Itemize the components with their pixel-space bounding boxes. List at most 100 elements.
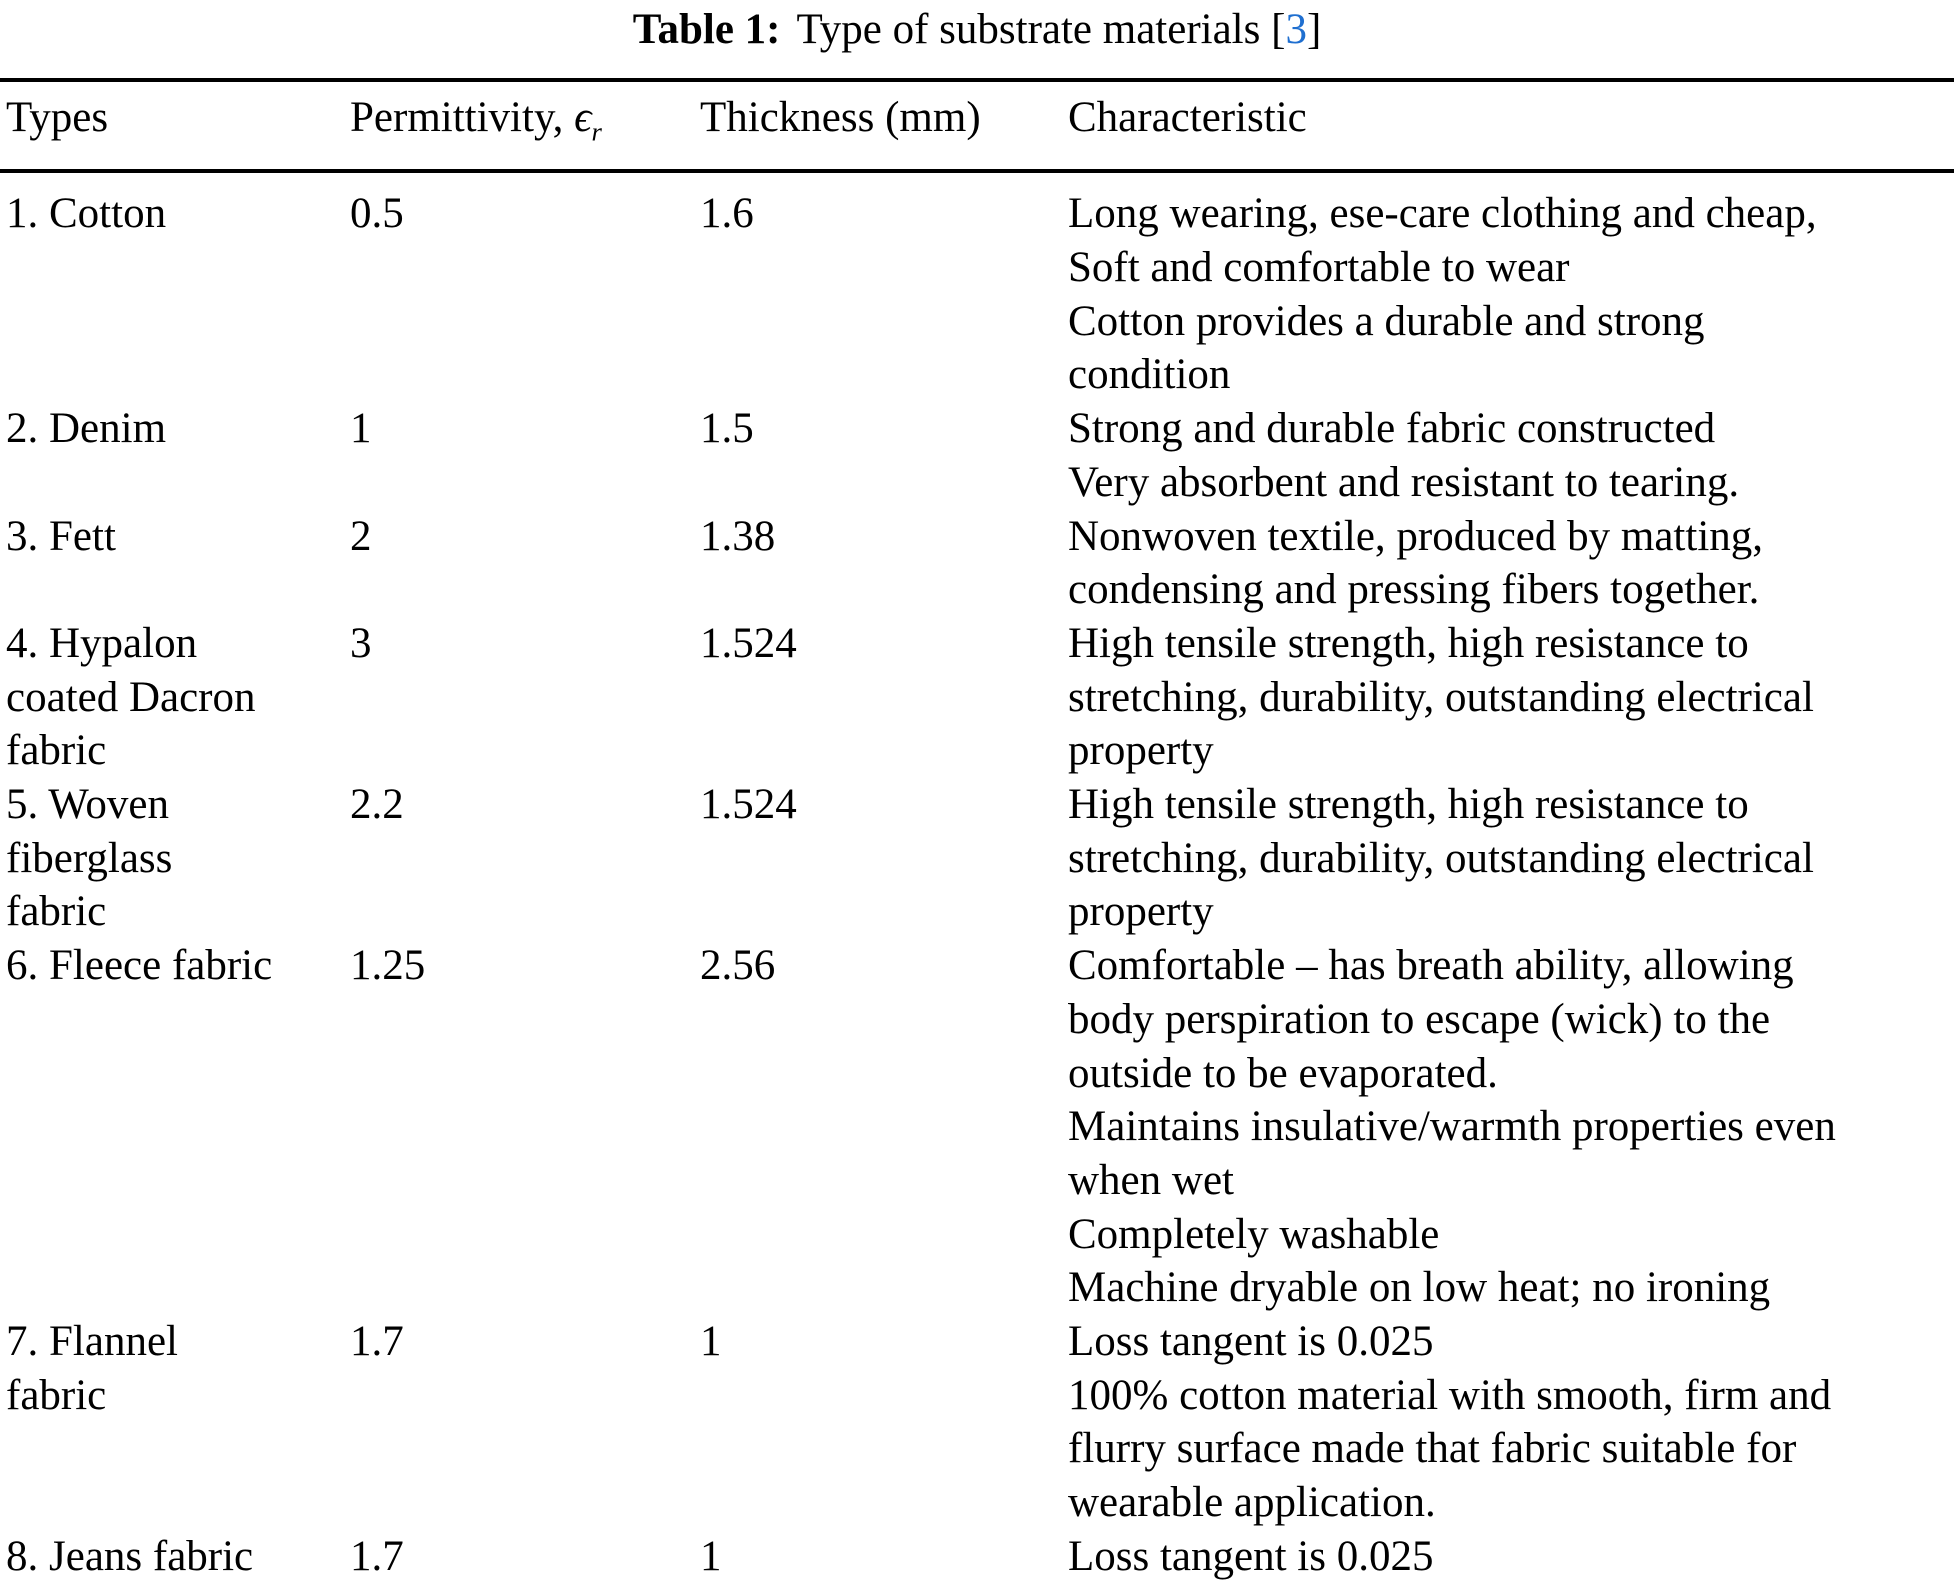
- cell-permittivity: 1.7: [350, 1315, 700, 1530]
- cell-thickness: 1: [700, 1530, 1068, 1596]
- cell-line: 1: [350, 405, 372, 453]
- cell-line: 3. Fett: [6, 512, 116, 560]
- cell-line: Soft and comfortable to wear: [1068, 244, 1570, 291]
- cell-line: 100% cotton material with smooth, firm a…: [1068, 1371, 1832, 1419]
- cell-line: 1. Cotton: [6, 190, 167, 238]
- cell-characteristic: Nonwoven textile, produced by matting, co…: [1068, 510, 1954, 617]
- cell-line: High tensile strength, high resistance t…: [1068, 619, 1749, 667]
- cell-thickness: 2.56: [700, 939, 1068, 1315]
- cell-line: condition: [1068, 351, 1231, 399]
- cell-thickness: 1.38: [700, 510, 1068, 617]
- cell-line: outside to be evaporated.: [1068, 1049, 1498, 1097]
- table-body: 1. Cotton 0.5 1.6 Long wearing, ese-care cl…: [0, 171, 1954, 1596]
- cell-thickness: 1: [700, 1315, 1068, 1530]
- cell-type: 3. Fett: [0, 510, 350, 617]
- cell-thickness: 1.524: [700, 617, 1068, 778]
- column-header-characteristic: Characteristic: [1068, 80, 1954, 174]
- cell-line: 2. Denim: [6, 405, 167, 453]
- cell-line: property: [1068, 888, 1214, 936]
- cell-type: 1. Cotton: [0, 171, 350, 402]
- cell-line: 5. Woven: [6, 781, 169, 829]
- cell-type: 2. Denim: [0, 402, 350, 509]
- cell-line: 0.5: [350, 190, 404, 238]
- cell-line: Completely washable: [1068, 1210, 1440, 1258]
- cell-line: Comfortable – has breath ability, allowi…: [1068, 942, 1794, 990]
- cell-line: 7. Flannel: [6, 1318, 178, 1366]
- cell-permittivity: 0.5: [350, 171, 700, 402]
- permittivity-header-label: Permittivity,: [350, 94, 564, 141]
- cell-line: 1.6: [700, 190, 754, 238]
- cell-line: 1.524: [700, 619, 797, 667]
- table-row: 2. Denim 1 1.5 Strong and durable fabric co…: [0, 402, 1954, 509]
- cell-characteristic: Strong and durable fabric constructed Ver…: [1068, 402, 1954, 509]
- table-row: 6. Fleece fabric 1.25 2.56 Comfortable – ha…: [0, 939, 1954, 1315]
- table-row: 3. Fett 2 1.38 Nonwoven textile, produced b…: [0, 510, 1954, 617]
- cell-line: Nonwoven textile, produced by matting,: [1068, 512, 1764, 560]
- table-caption-text: Type of substrate materials: [796, 6, 1261, 53]
- cell-thickness: 1.5: [700, 402, 1068, 509]
- cell-line: Very absorbent and resistant to tearing.: [1068, 458, 1740, 506]
- citation-bracket-close: ]: [1306, 6, 1322, 53]
- cell-line: property: [1068, 727, 1214, 775]
- cell-line: stretching, durability, outstanding elec…: [1068, 834, 1814, 882]
- table-caption: Table 1: Type of substrate materials [3]: [0, 0, 1954, 60]
- cell-characteristic: Long wearing, ese-care clothing and chea…: [1068, 171, 1954, 402]
- cell-line: Loss tangent is 0.025: [1068, 1532, 1434, 1580]
- cell-line: 1.25: [350, 942, 426, 990]
- cell-line: 6. Fleece fabric: [6, 942, 273, 990]
- table-header-row: Types Permittivity, ϵr Thickness (mm) Ch…: [0, 80, 1954, 174]
- cell-line: wearable application.: [1068, 1479, 1436, 1527]
- column-header-thickness: Thickness (mm): [700, 80, 1068, 174]
- cell-type: 6. Fleece fabric: [0, 939, 350, 1315]
- cell-line: Machine dryable on low heat; no ironing: [1068, 1264, 1771, 1312]
- table-caption-label: Table 1:: [632, 6, 781, 53]
- cell-line: 8. Jeans fabric: [6, 1532, 254, 1580]
- cell-permittivity: 1: [350, 402, 700, 509]
- citation-bracket-open: [: [1271, 6, 1286, 53]
- cell-line: 1.7: [350, 1532, 404, 1580]
- table-row: 8. Jeans fabric 1.7 1 Loss tangent is 0.025: [0, 1530, 1954, 1596]
- cell-type: 4. Hypalon coated Dacron fabric: [0, 617, 350, 778]
- cell-line: 4. Hypalon: [6, 619, 198, 667]
- cell-line: Maintains insulative/warmth properties e…: [1068, 1103, 1836, 1151]
- table-row: 7. Flannel fabric 1.7 1 Loss tangent is 0.02…: [0, 1315, 1954, 1530]
- cell-characteristic: Comfortable – has breath ability, allowi…: [1068, 939, 1954, 1315]
- cell-line: fabric: [6, 888, 107, 936]
- cell-line: Strong and durable fabric constructed: [1068, 405, 1716, 453]
- table-row: 5. Woven fiberglass fabric 2.2 1.524 High ten…: [0, 778, 1954, 939]
- cell-line: Loss tangent is 0.025: [1068, 1318, 1434, 1366]
- cell-characteristic: Loss tangent is 0.025 100% cotton materia…: [1068, 1315, 1954, 1530]
- cell-permittivity: 1.25: [350, 939, 700, 1315]
- cell-line: High tensile strength, high resistance t…: [1068, 781, 1749, 829]
- column-header-permittivity: Permittivity, ϵr: [350, 80, 700, 174]
- cell-line: fabric: [6, 727, 107, 775]
- cell-type: 5. Woven fiberglass fabric: [0, 778, 350, 939]
- cell-line: fabric: [6, 1371, 107, 1419]
- epsilon-subscript: r: [591, 116, 602, 147]
- cell-line: 1: [700, 1532, 722, 1580]
- cell-line: stretching, durability, outstanding elec…: [1068, 673, 1814, 721]
- cell-thickness: 1.524: [700, 778, 1068, 939]
- cell-permittivity: 2: [350, 510, 700, 617]
- epsilon-symbol: ϵ: [574, 94, 592, 141]
- cell-permittivity: 3: [350, 617, 700, 778]
- cell-line: flurry surface made that fabric suitable…: [1068, 1425, 1797, 1473]
- cell-line: 2.56: [700, 942, 776, 990]
- column-header-types: Types: [0, 80, 350, 174]
- cell-line: 2.2: [350, 781, 404, 829]
- table-row: 1. Cotton 0.5 1.6 Long wearing, ese-care cl…: [0, 171, 1954, 402]
- substrate-materials-table: Types Permittivity, ϵr Thickness (mm) Ch…: [0, 78, 1954, 1596]
- cell-characteristic: Loss tangent is 0.025: [1068, 1530, 1954, 1596]
- cell-permittivity: 2.2: [350, 778, 700, 939]
- cell-thickness: 1.6: [700, 171, 1068, 402]
- cell-line: 3: [350, 619, 372, 667]
- table-row: 4. Hypalon coated Dacron fabric 3 1.524 High …: [0, 617, 1954, 778]
- cell-line: 2: [350, 512, 372, 560]
- cell-line: body perspiration to escape (wick) to th…: [1068, 995, 1771, 1043]
- cell-line: condensing and pressing fibers together.: [1068, 566, 1760, 614]
- cell-type: 7. Flannel fabric: [0, 1315, 350, 1530]
- cell-line: 1: [700, 1318, 722, 1366]
- citation-link[interactable]: 3: [1285, 6, 1307, 53]
- cell-characteristic: High tensile strength, high resistance t…: [1068, 778, 1954, 939]
